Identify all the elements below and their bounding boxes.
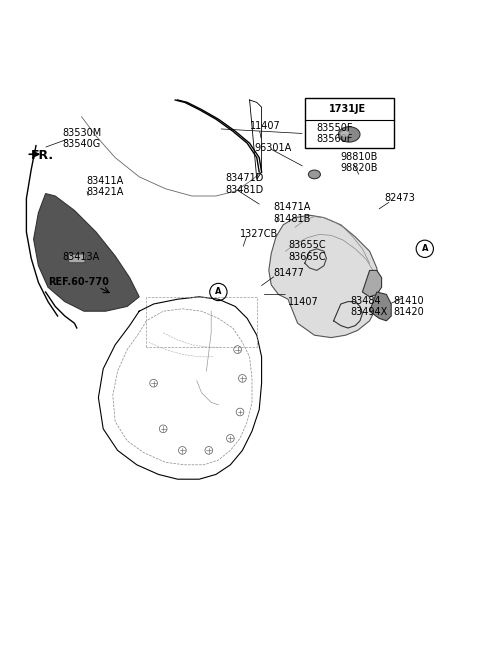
Text: 11407: 11407 — [288, 297, 319, 306]
Text: 83411A
83421A: 83411A 83421A — [86, 176, 124, 197]
Text: 81471A
81481B: 81471A 81481B — [274, 202, 311, 224]
Polygon shape — [370, 292, 391, 321]
Text: a: a — [312, 105, 318, 113]
Text: REF.60-770: REF.60-770 — [48, 277, 109, 287]
Polygon shape — [269, 215, 379, 338]
Ellipse shape — [340, 131, 349, 136]
Text: 81477: 81477 — [274, 268, 304, 277]
Polygon shape — [34, 194, 139, 311]
Text: A: A — [421, 244, 428, 253]
Ellipse shape — [338, 127, 360, 142]
Text: 81410
81420: 81410 81420 — [394, 296, 424, 318]
Text: 83471D
83481D: 83471D 83481D — [226, 173, 264, 195]
FancyBboxPatch shape — [305, 98, 394, 148]
FancyBboxPatch shape — [69, 254, 85, 262]
Text: FR.: FR. — [31, 149, 54, 161]
Text: 1327CB: 1327CB — [240, 230, 278, 239]
Text: 83655C
83665C: 83655C 83665C — [288, 240, 325, 262]
Text: 98810B
98820B: 98810B 98820B — [341, 152, 378, 173]
Text: 83550F
83560F: 83550F 83560F — [317, 123, 353, 144]
Text: 11407: 11407 — [250, 121, 280, 131]
Ellipse shape — [309, 170, 321, 178]
Text: 96301A: 96301A — [254, 143, 292, 153]
Text: 83530M
83540G: 83530M 83540G — [62, 128, 102, 149]
Text: 83484
83494X: 83484 83494X — [350, 296, 388, 318]
Text: A: A — [215, 287, 222, 297]
Text: 82473: 82473 — [384, 194, 415, 203]
Text: a: a — [328, 105, 334, 114]
Text: 83413A: 83413A — [62, 252, 100, 262]
Polygon shape — [362, 270, 382, 297]
Text: 1731JE: 1731JE — [329, 104, 366, 114]
